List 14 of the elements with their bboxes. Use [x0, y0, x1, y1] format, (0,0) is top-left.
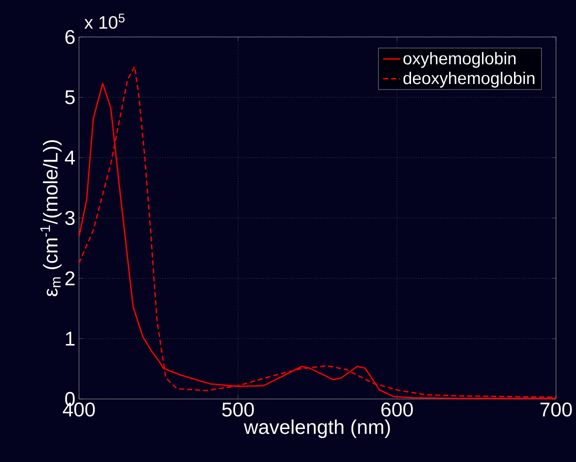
y-tick-label: 1	[66, 332, 75, 346]
x-axis-title: wavelength (nm)	[244, 419, 390, 438]
text: x 10$^{5}$	[84, 14, 125, 29]
legend-label: deoxyhemoglobin	[403, 72, 534, 88]
legend-label: oxyhemoglobin	[403, 52, 516, 68]
y-tick-label: 2	[65, 271, 74, 286]
x-tick-label: 500	[222, 402, 254, 417]
y-tick-label: 6	[65, 30, 75, 44]
y-tick-label: 5	[65, 90, 75, 104]
x-tick-label: 600	[381, 402, 413, 417]
x-tick-label: 700	[540, 402, 572, 417]
y-tick-label: 3	[65, 210, 75, 226]
y-tick-label: 4	[64, 150, 75, 165]
y-axis-title: ε$_{m}$ (cm$^{-1}$/(mole/L))	[40, 140, 62, 296]
